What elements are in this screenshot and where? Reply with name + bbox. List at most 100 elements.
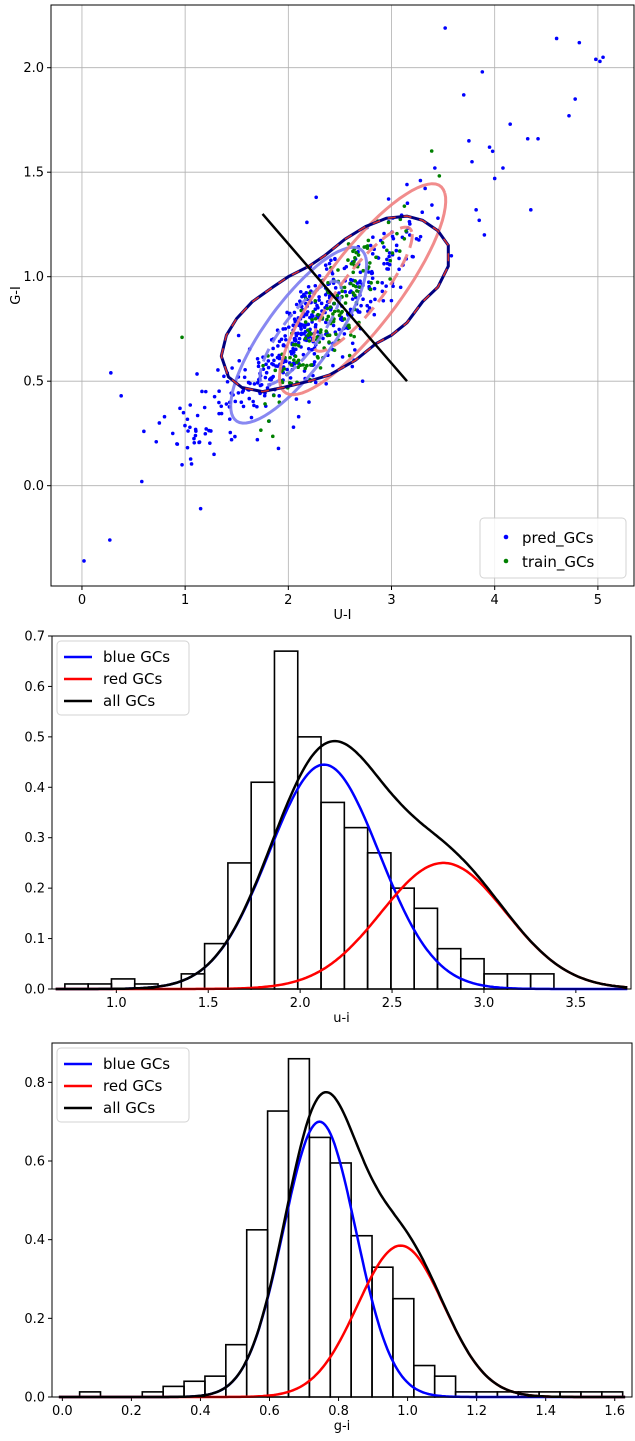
pred-gc-point — [331, 363, 335, 368]
pred-gc-point — [270, 353, 274, 357]
all-gc-curve — [55, 739, 628, 991]
train-gc-point — [354, 284, 358, 289]
pred-gc-point — [343, 289, 348, 294]
train-gc-point — [270, 434, 275, 439]
legend-label: red GCs — [103, 1077, 162, 1095]
pred-gc-point — [255, 404, 259, 409]
pred-gc-point — [344, 264, 349, 269]
train-gc-point — [386, 220, 391, 225]
pred-gc-point — [192, 440, 197, 445]
y-tick-label: 0.5 — [24, 730, 45, 745]
train-gc-point — [287, 380, 292, 385]
chart-0-frame — [50, 4, 635, 587]
pred-gc-point — [264, 370, 269, 375]
train-gc-point — [397, 249, 402, 253]
pred-gc-point — [470, 159, 474, 164]
pred-gc-point — [219, 404, 224, 409]
pred-gc-point — [314, 195, 318, 200]
x-tick-label: 1.5 — [198, 996, 219, 1011]
train-gc-point — [292, 358, 296, 362]
pred-gc-point — [291, 323, 296, 328]
pred-gc-point — [391, 284, 395, 289]
train-gc-point — [348, 333, 353, 337]
train-gc-point — [353, 256, 357, 260]
pred-gc-point — [353, 348, 357, 352]
train-gc-point — [402, 237, 407, 241]
train-gc-point — [293, 354, 298, 359]
pred-gc-point — [233, 434, 237, 439]
y-tick-label: 0.4 — [24, 1233, 45, 1248]
train-gc-point — [325, 333, 330, 338]
train-gc-point — [305, 363, 309, 368]
pred-gc-point — [180, 462, 184, 467]
legend-hist-1: blue GCs red GCs all GCs — [56, 640, 190, 716]
legend-box — [56, 1047, 190, 1123]
train-gc-point — [353, 293, 357, 298]
pred-gc-point — [222, 374, 226, 379]
pred-gc-point — [315, 303, 319, 308]
train-gc-point — [289, 363, 294, 367]
pred-gc-point — [313, 325, 318, 329]
pred-gc-point — [175, 442, 179, 446]
pred-gc-point — [313, 307, 318, 312]
train-gc-point — [429, 149, 434, 153]
train-gc-point — [332, 348, 337, 353]
pred-gc-point — [536, 136, 540, 141]
train-gc-point — [402, 204, 407, 208]
pred-gc-point — [294, 347, 298, 352]
density-contour-overlay — [220, 215, 450, 393]
pred-gc-point — [577, 40, 582, 45]
pred-gc-point — [185, 417, 190, 422]
train-gc-point — [324, 329, 328, 334]
pred-gc-point — [338, 317, 343, 321]
pred-gc-point — [313, 380, 318, 385]
train-gc-point — [385, 248, 389, 253]
pred-gc-point — [348, 290, 352, 295]
pred-gc-point — [246, 380, 251, 385]
pred-gc-point — [358, 270, 363, 275]
legend-label: all GCs — [103, 692, 155, 710]
y-axis-label: G-I — [9, 286, 24, 305]
pred-gc-point — [186, 429, 190, 433]
train-gc-point — [369, 281, 373, 285]
pred-gc-point — [474, 208, 478, 212]
red-component-ellipse — [277, 182, 448, 397]
train-gc-point — [335, 293, 340, 298]
pred-gc-point — [281, 327, 285, 331]
x-tick-label: 2 — [284, 593, 292, 608]
train-gc-point — [331, 312, 335, 316]
legend-marker-pred_GCs — [503, 534, 509, 540]
pred-gc-point — [108, 538, 112, 542]
pred-gc-point — [236, 391, 241, 395]
pred-gc-point — [198, 506, 203, 511]
train-gc-point — [318, 366, 323, 370]
pred-gc-point — [271, 346, 275, 351]
pred-gc-point — [490, 149, 495, 154]
x-tick-label: 0.0 — [52, 1404, 73, 1419]
x-axis-label: U-I — [333, 608, 351, 623]
train-gc-point — [340, 309, 344, 314]
pred-gc-point — [299, 322, 304, 327]
x-tick-label: 1.0 — [397, 1404, 418, 1419]
pred-gc-point — [208, 441, 212, 445]
x-tick-label: 1.2 — [466, 1404, 487, 1419]
pred-gc-point — [241, 404, 246, 409]
pred-gc-point — [241, 388, 246, 393]
pred-gc-point — [251, 399, 255, 404]
train-gc-point — [349, 261, 354, 266]
legend-label: red GCs — [103, 670, 162, 688]
pred-gc-point — [195, 372, 199, 376]
pred-gc-point — [178, 406, 182, 411]
x-tick-label: 1.4 — [535, 1404, 556, 1419]
pred-gc-point — [228, 430, 233, 435]
train-gc-point — [349, 281, 353, 286]
pred-gc-point — [529, 208, 533, 212]
train-gc-point — [306, 333, 310, 337]
pred-gc-point — [243, 367, 247, 372]
pred-gc-point — [272, 358, 276, 363]
chart-2-frame — [51, 1042, 633, 1398]
train-gc-point — [340, 289, 345, 294]
y-tick-label: 0.0 — [24, 1391, 45, 1406]
pred-gc-point — [449, 253, 454, 258]
pred-gc-point — [255, 437, 260, 442]
